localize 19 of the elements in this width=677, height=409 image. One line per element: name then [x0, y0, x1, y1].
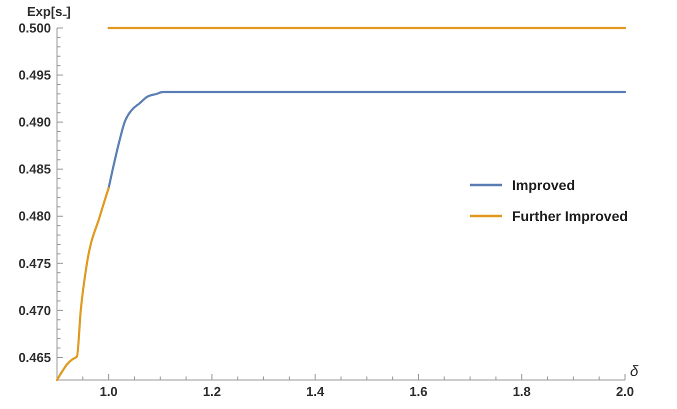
x-tick-label: 1.4 — [306, 384, 325, 399]
y-axis-title: Exp[s₋] — [27, 4, 71, 19]
y-tick-label: 0.465 — [18, 350, 51, 365]
line-series — [56, 186, 110, 382]
y-tick-label: 0.500 — [18, 20, 51, 36]
y-tick-label: 0.470 — [18, 302, 51, 318]
legend-label: Improved — [512, 177, 576, 193]
y-tick-label: 0.475 — [18, 256, 51, 271]
y-tick-label: 0.490 — [18, 114, 51, 130]
x-tick-label: 1.8 — [512, 384, 531, 399]
x-tick-label: 1.0 — [100, 384, 118, 399]
x-tick-label: 1.2 — [202, 384, 221, 399]
legend-label: Further Improved — [512, 208, 628, 224]
y-tick-label: 0.485 — [18, 162, 51, 177]
x-axis-title: δ — [630, 363, 639, 380]
x-tick-label: 1.6 — [409, 384, 428, 399]
x-tick-label: 2.0 — [616, 384, 634, 399]
y-tick-label: 0.480 — [18, 208, 51, 224]
y-tick-label: 0.495 — [18, 68, 51, 83]
